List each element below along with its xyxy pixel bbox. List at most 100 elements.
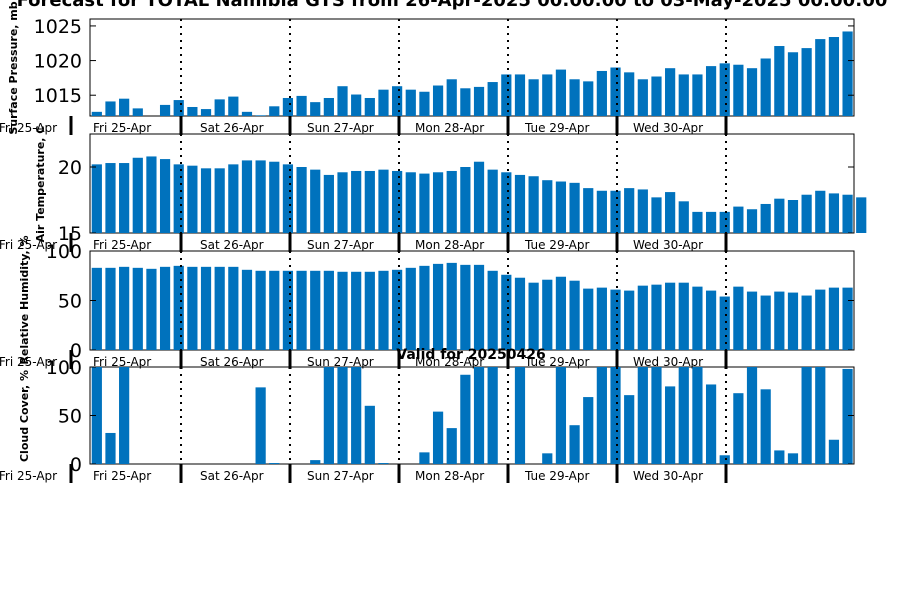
data-bar xyxy=(310,271,320,350)
data-bar xyxy=(488,367,498,464)
data-bar xyxy=(351,95,361,116)
data-bar xyxy=(174,164,184,233)
data-bar xyxy=(187,166,197,233)
data-bar xyxy=(733,287,743,350)
data-bar xyxy=(815,39,825,116)
data-bar xyxy=(788,453,798,464)
data-bar xyxy=(215,267,225,350)
data-bar xyxy=(105,101,115,116)
data-bar xyxy=(119,367,129,464)
data-bar xyxy=(378,463,388,464)
x-tick-label: Mon 28-Apr xyxy=(415,121,484,135)
data-bar xyxy=(720,297,730,350)
data-bar xyxy=(829,440,839,464)
data-bar xyxy=(665,283,675,350)
x-tick-label: Mon 28-Apr xyxy=(415,469,484,483)
data-bar xyxy=(802,367,812,464)
x-tick-label: Wed 30-Apr xyxy=(633,469,703,483)
data-bar xyxy=(638,79,648,116)
data-bar xyxy=(733,207,743,233)
data-bar xyxy=(788,52,798,116)
data-bar xyxy=(651,77,661,116)
data-bar xyxy=(501,275,511,350)
x-tick-label: Wed 30-Apr xyxy=(633,238,703,252)
data-bar xyxy=(815,367,825,464)
data-bar xyxy=(146,156,156,233)
data-bar xyxy=(201,267,211,350)
data-bar xyxy=(733,65,743,116)
data-bar xyxy=(692,74,702,116)
data-bar xyxy=(365,272,375,350)
data-bar xyxy=(92,268,102,350)
data-bar xyxy=(706,291,716,350)
data-bar xyxy=(133,268,143,350)
data-bar xyxy=(228,164,238,233)
x-tick-label: Tue 29-Apr xyxy=(524,238,589,252)
data-bar xyxy=(651,285,661,350)
data-bar xyxy=(406,90,416,116)
data-bar xyxy=(815,191,825,233)
data-bar xyxy=(569,183,579,233)
x-tick-label: Sun 27-Apr xyxy=(307,469,374,483)
data-bar xyxy=(529,79,539,116)
x-tick-label: Fri 25-Apr xyxy=(93,469,151,483)
data-bar xyxy=(515,367,525,464)
data-bar xyxy=(447,263,457,350)
data-bar xyxy=(337,86,347,116)
data-bar xyxy=(747,209,757,233)
data-bar xyxy=(460,167,470,233)
data-bar xyxy=(815,290,825,350)
data-bar xyxy=(501,74,511,116)
data-bar xyxy=(460,88,470,116)
x-tick-label: Sat 26-Apr xyxy=(200,238,264,252)
data-bar xyxy=(706,384,716,464)
data-bar xyxy=(610,68,620,117)
panels-group: 1015 1020 1025 Fri 25-Apr Fri 25-Apr Sat 26-A… xyxy=(0,1,866,483)
data-bar xyxy=(119,163,129,233)
data-bar xyxy=(788,293,798,350)
data-bar xyxy=(651,367,661,464)
valid-date-label: Valid for 20250426 xyxy=(396,347,545,363)
chart-panel-2: 1520Fri 25-Apr Fri 25-Apr Sat 26-Apr Sun 27… xyxy=(0,126,866,252)
data-bar xyxy=(774,199,784,233)
data-bar xyxy=(351,171,361,233)
data-bar xyxy=(228,267,238,350)
data-bar xyxy=(283,98,293,116)
data-bar xyxy=(761,389,771,464)
y-tick-label: 20 xyxy=(58,157,82,179)
data-bar xyxy=(433,264,443,350)
data-bar xyxy=(351,367,361,464)
data-bar xyxy=(488,271,498,350)
data-bar xyxy=(842,369,852,464)
x-tick-label: Wed 30-Apr xyxy=(633,121,703,135)
data-bar xyxy=(802,296,812,350)
data-bar xyxy=(92,112,102,116)
data-bar xyxy=(624,72,634,116)
data-bar xyxy=(392,171,402,233)
data-bar xyxy=(542,180,552,233)
data-bar xyxy=(829,193,839,233)
data-bar xyxy=(747,292,757,350)
data-bar xyxy=(679,367,689,464)
data-bar xyxy=(105,433,115,464)
y-tick-label: 1025 xyxy=(34,16,82,38)
data-bar xyxy=(433,412,443,464)
data-bar xyxy=(269,463,279,464)
y-axis-label: Relative Humidity, % xyxy=(18,235,31,364)
data-bar xyxy=(296,96,306,116)
data-bar xyxy=(283,164,293,233)
data-bar xyxy=(597,367,607,464)
data-bar xyxy=(542,74,552,116)
data-bar xyxy=(174,100,184,116)
y-tick-label: 1015 xyxy=(34,85,82,107)
chart-panel-1: 1015 1020 1025 Fri 25-Apr Fri 25-Apr Sat 26-A… xyxy=(0,1,854,135)
data-bar xyxy=(392,86,402,116)
data-bar xyxy=(256,271,266,350)
data-bar xyxy=(392,270,402,350)
data-bar xyxy=(133,108,143,116)
data-bar xyxy=(597,191,607,233)
data-bar xyxy=(747,367,757,464)
data-bar xyxy=(569,79,579,116)
data-bar xyxy=(529,283,539,350)
data-bar xyxy=(679,201,689,233)
